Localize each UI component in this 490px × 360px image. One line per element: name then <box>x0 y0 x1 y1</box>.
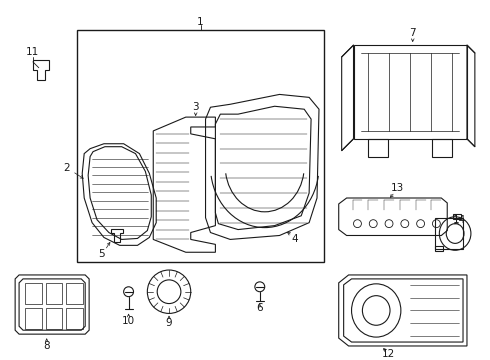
Text: 2: 2 <box>63 163 70 174</box>
Text: 13: 13 <box>392 183 405 193</box>
Text: 10: 10 <box>122 316 135 326</box>
Text: 12: 12 <box>381 349 394 359</box>
Bar <box>436 218 463 249</box>
Bar <box>25 309 42 329</box>
Text: 5: 5 <box>98 249 105 259</box>
Text: 14: 14 <box>452 215 466 225</box>
Text: 3: 3 <box>193 102 199 112</box>
Text: 11: 11 <box>26 47 40 57</box>
Text: 8: 8 <box>44 341 50 351</box>
Bar <box>25 283 42 303</box>
Text: 4: 4 <box>291 234 297 244</box>
Text: 6: 6 <box>256 303 263 314</box>
Bar <box>46 309 63 329</box>
Bar <box>436 246 443 251</box>
Text: 9: 9 <box>166 318 172 328</box>
Text: 1: 1 <box>197 17 204 27</box>
Bar <box>67 283 83 303</box>
Bar <box>46 283 63 303</box>
Bar <box>77 30 324 262</box>
Bar <box>453 214 461 219</box>
Bar <box>67 309 83 329</box>
Text: 7: 7 <box>410 28 416 38</box>
